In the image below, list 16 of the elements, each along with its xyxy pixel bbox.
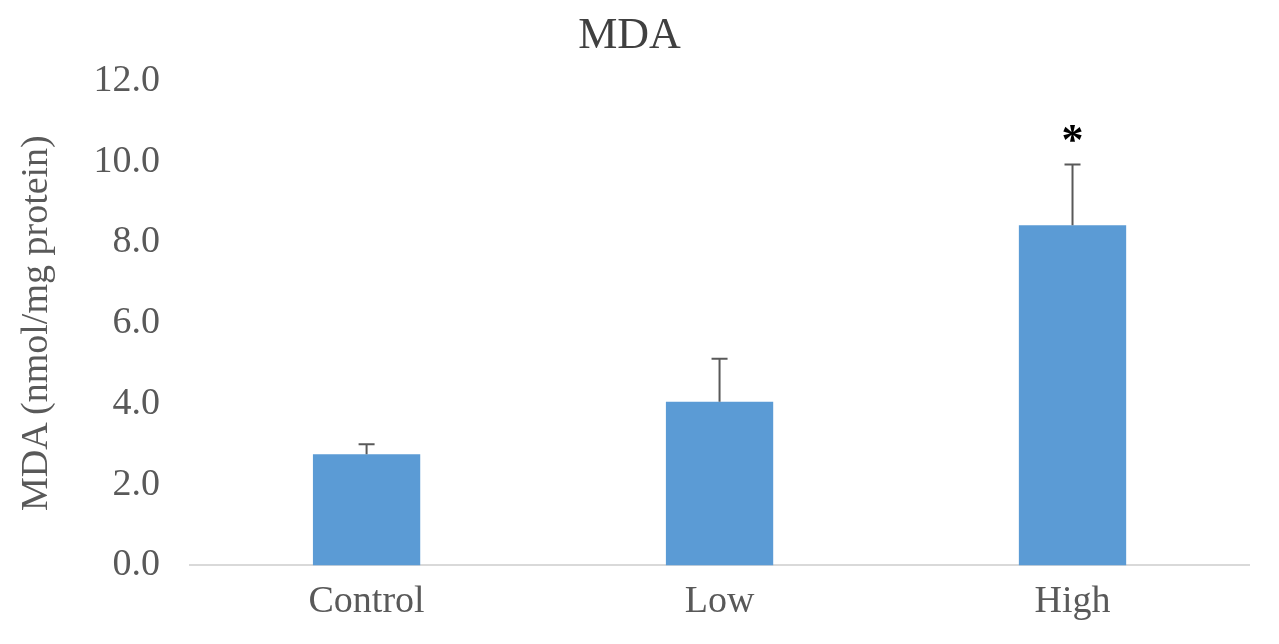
y-tick-label: 8.0 <box>112 218 161 261</box>
y-tick-label: 10.0 <box>93 137 161 180</box>
y-tick-label: 2.0 <box>112 460 161 503</box>
chart-title: MDA <box>578 8 682 58</box>
bar <box>312 454 421 566</box>
x-tick-label: High <box>1034 578 1111 621</box>
y-axis-title: MDA (nmol/mg protein) <box>12 135 56 511</box>
bar <box>665 401 774 566</box>
x-tick-label: Control <box>308 578 425 621</box>
y-tick-label: 12.0 <box>93 56 161 99</box>
y-tick-label: 4.0 <box>112 379 161 422</box>
x-tick-label: Low <box>684 578 755 621</box>
y-tick-label: 6.0 <box>112 299 161 342</box>
annotation: * <box>1061 114 1084 164</box>
bar <box>1018 225 1127 566</box>
y-tick-label: 0.0 <box>112 541 161 584</box>
